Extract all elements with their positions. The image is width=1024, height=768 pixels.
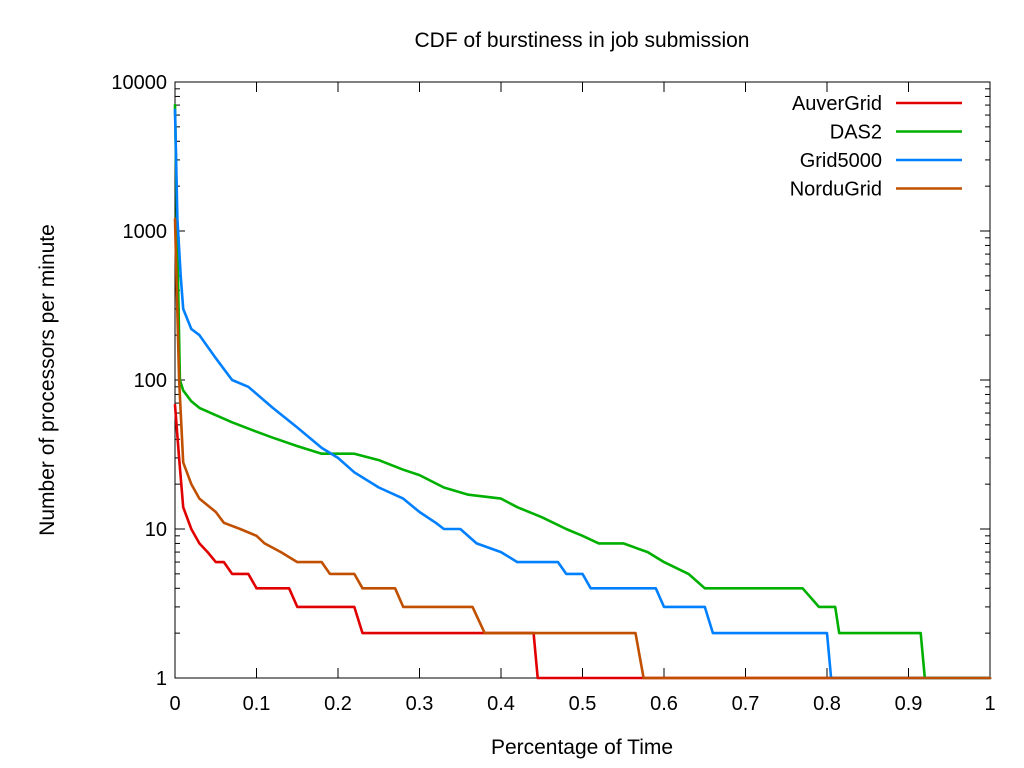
legend-label-nordugrid: NorduGrid [790,179,882,201]
y-tick-label: 100 [134,370,167,392]
y-tick-label: 1000 [123,221,168,243]
x-tick-label: 0.2 [324,693,352,715]
chart-title: CDF of burstiness in job submission [415,29,750,52]
x-tick-label: 0.4 [487,693,515,715]
y-axis-label: Number of processors per minute [36,224,59,536]
x-axis-label: Percentage of Time [491,736,673,759]
x-tick-label: 0.8 [813,693,841,715]
legend-label-grid5000: Grid5000 [800,150,882,172]
series-line-das2 [173,103,992,680]
legend: AuverGrid DAS2 Grid5000 NorduGrid [790,93,962,201]
x-tick-label: 0 [169,693,180,715]
legend-label-das2: DAS2 [830,122,882,144]
legend-label-auvergrid: AuverGrid [792,93,882,115]
x-tick-label: 0.9 [895,693,923,715]
y-tick-label: 10 [145,519,167,541]
x-tick-label: 0.6 [650,693,678,715]
series-line-grid5000 [173,108,992,680]
y-tick-label: 1 [156,668,167,690]
y-tick-label: 10000 [111,72,167,94]
x-tick-label: 0.5 [569,693,597,715]
x-axis: 0 0.1 0.2 0.3 0.4 0.5 0.6 0.7 0.8 0.9 1 [169,82,996,715]
series-line-nordugrid [173,217,992,680]
y-axis: 1 10 100 1000 10000 [111,72,990,690]
series-lines [173,103,992,680]
x-tick-label: 0.7 [732,693,760,715]
series-line-auvergrid [173,403,992,680]
x-tick-label: 1 [984,693,995,715]
x-tick-label: 0.3 [406,693,434,715]
x-tick-label: 0.1 [243,693,271,715]
